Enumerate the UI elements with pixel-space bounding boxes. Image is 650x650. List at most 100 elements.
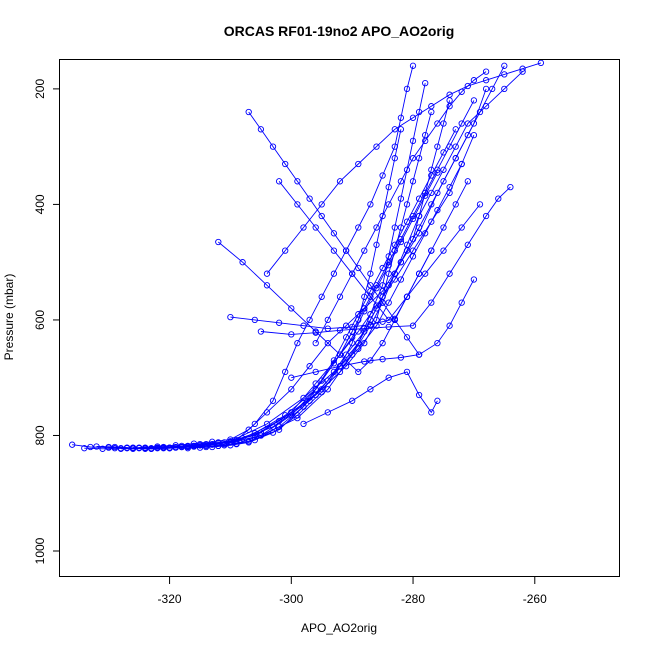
data-point <box>367 293 374 300</box>
data-point <box>233 440 240 448</box>
data-point <box>385 261 392 269</box>
data-point <box>367 321 374 328</box>
data-point <box>409 62 417 69</box>
data-point <box>415 212 423 220</box>
data-point <box>324 316 331 324</box>
data-point <box>81 445 88 452</box>
data-point <box>361 308 368 315</box>
y-tick-label: 600 <box>33 310 47 330</box>
data-point <box>434 143 441 150</box>
data-point <box>452 143 459 150</box>
data-point <box>300 403 307 410</box>
data-point <box>440 166 447 173</box>
y-tick-label: 400 <box>33 194 47 214</box>
data-point <box>288 386 295 393</box>
data-point <box>355 160 362 168</box>
data-point <box>312 339 319 347</box>
data-point <box>367 386 374 393</box>
data-point <box>300 224 307 231</box>
data-point <box>336 351 344 358</box>
data-point <box>385 374 392 381</box>
data-point <box>446 143 453 150</box>
data-point <box>391 224 398 231</box>
data-point <box>355 224 362 231</box>
data-point <box>434 189 441 197</box>
data-point <box>422 79 429 87</box>
data-point <box>397 195 405 202</box>
data-point <box>367 282 374 289</box>
series-18 <box>245 108 423 358</box>
data-point <box>349 270 356 277</box>
data-point <box>300 420 307 428</box>
data-point <box>269 143 277 150</box>
series-line <box>260 186 511 335</box>
data-point <box>318 201 325 208</box>
data-point <box>391 316 398 324</box>
data-point <box>440 178 447 185</box>
data-point <box>385 183 392 191</box>
data-point <box>397 126 405 133</box>
data-point <box>330 230 338 237</box>
data-point <box>263 270 271 277</box>
data-point <box>367 270 374 277</box>
data-point <box>489 85 496 93</box>
data-point <box>312 224 319 231</box>
y-tick-label: 800 <box>33 425 47 445</box>
data-point <box>385 270 392 277</box>
series-line <box>278 181 481 321</box>
data-point <box>409 114 417 121</box>
data-point <box>361 339 368 347</box>
data-point <box>397 354 405 361</box>
data-point <box>330 368 338 376</box>
data-point <box>361 247 368 254</box>
data-point <box>300 322 307 329</box>
data-point <box>403 201 411 208</box>
series-line <box>84 88 487 450</box>
series-9 <box>178 169 441 451</box>
data-point <box>415 351 423 358</box>
data-point <box>184 442 191 450</box>
data-point <box>202 440 210 448</box>
data-point <box>373 241 380 248</box>
data-point <box>251 436 258 444</box>
data-point <box>415 155 423 162</box>
data-point <box>282 247 289 254</box>
data-point <box>379 339 386 347</box>
data-point <box>373 224 380 231</box>
x-tick-label: -300 <box>279 592 303 606</box>
data-point <box>434 397 441 404</box>
data-point <box>324 409 331 416</box>
data-point <box>458 120 465 127</box>
data-point <box>537 60 545 67</box>
data-point <box>336 178 344 185</box>
data-point <box>470 77 478 84</box>
data-point <box>275 178 283 185</box>
data-point <box>422 189 429 197</box>
data-point <box>458 299 465 306</box>
data-point <box>282 368 289 376</box>
y-axis: 200 400 600 800 1000 <box>33 79 60 564</box>
series-line <box>218 100 451 447</box>
data-point <box>391 270 398 277</box>
data-point <box>275 423 283 430</box>
data-point <box>263 282 271 289</box>
data-point <box>403 166 411 173</box>
chart-title: ORCAS RF01-19no2 APO_AO2orig <box>224 23 455 39</box>
data-point <box>458 160 465 168</box>
data-point <box>409 215 417 223</box>
data-point <box>397 276 405 283</box>
data-point <box>409 253 417 260</box>
data-point <box>476 108 484 116</box>
data-point <box>422 270 429 277</box>
data-point <box>385 201 392 208</box>
data-point <box>166 444 173 451</box>
data-point <box>428 201 435 208</box>
series-19 <box>263 60 545 277</box>
series-line <box>114 163 463 450</box>
data-point <box>294 178 301 185</box>
series-line <box>291 279 475 379</box>
data-point <box>245 108 252 116</box>
data-point <box>501 71 508 78</box>
data-point <box>446 183 453 191</box>
data-point <box>428 103 435 110</box>
